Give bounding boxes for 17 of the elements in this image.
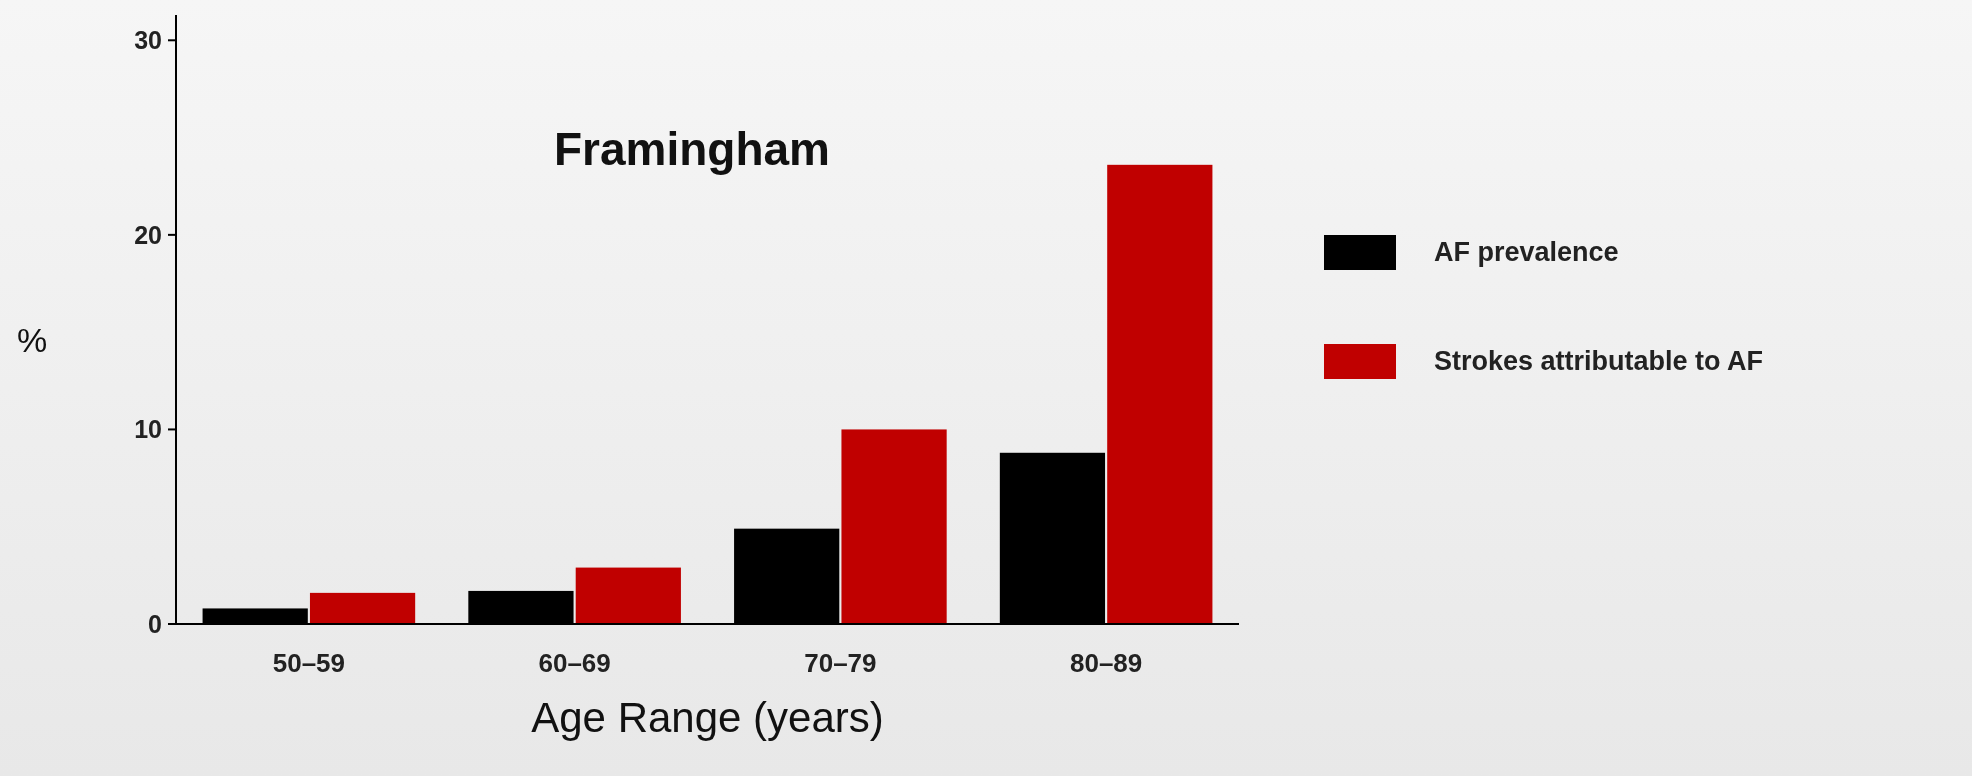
y-tick-label: 20 bbox=[134, 220, 162, 249]
x-tick-label: 80–89 bbox=[1069, 648, 1143, 678]
y-tick-label: 10 bbox=[134, 415, 162, 444]
y-axis-title: % bbox=[16, 321, 48, 359]
y-tick-label: 0 bbox=[148, 609, 162, 638]
bar bbox=[575, 567, 681, 624]
bar bbox=[1107, 164, 1213, 624]
x-axis-title: Age Range (years) bbox=[531, 694, 884, 741]
text: Framingham bbox=[553, 123, 831, 175]
legend-label: Strokes attributable to AF bbox=[1434, 346, 1764, 377]
x-tick-label: 50–59 bbox=[272, 648, 346, 678]
legend-label: AF prevalence bbox=[1434, 237, 1619, 268]
x-tick-label: 60–69 bbox=[538, 648, 611, 678]
bar bbox=[841, 429, 947, 624]
bar bbox=[309, 592, 416, 624]
y-tick-label: 30 bbox=[134, 26, 162, 55]
x-tick-label: 70–79 bbox=[804, 648, 877, 678]
